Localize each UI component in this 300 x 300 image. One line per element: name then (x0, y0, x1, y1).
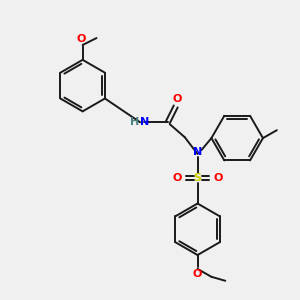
Text: O: O (77, 34, 86, 44)
Text: O: O (193, 269, 202, 279)
Text: H: H (130, 117, 139, 127)
Text: S: S (194, 173, 202, 183)
Text: N: N (140, 117, 149, 127)
Text: O: O (214, 173, 223, 183)
Text: O: O (172, 94, 182, 104)
Text: N: N (193, 147, 202, 157)
Text: O: O (172, 173, 182, 183)
